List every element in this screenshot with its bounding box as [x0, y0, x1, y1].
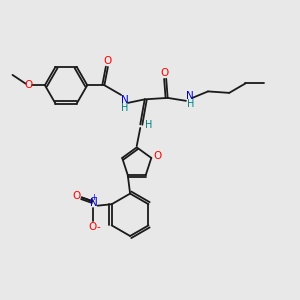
Text: O: O: [160, 68, 169, 78]
Text: N: N: [187, 92, 194, 101]
Text: +: +: [90, 193, 97, 202]
Text: O: O: [24, 80, 32, 90]
Text: O: O: [72, 191, 80, 201]
Text: H: H: [187, 99, 194, 110]
Text: N: N: [90, 198, 98, 208]
Text: -: -: [96, 222, 100, 232]
Text: O: O: [154, 152, 162, 161]
Text: N: N: [121, 95, 129, 105]
Text: H: H: [121, 103, 129, 112]
Text: O: O: [104, 56, 112, 66]
Text: H: H: [145, 120, 152, 130]
Text: O: O: [89, 222, 97, 232]
